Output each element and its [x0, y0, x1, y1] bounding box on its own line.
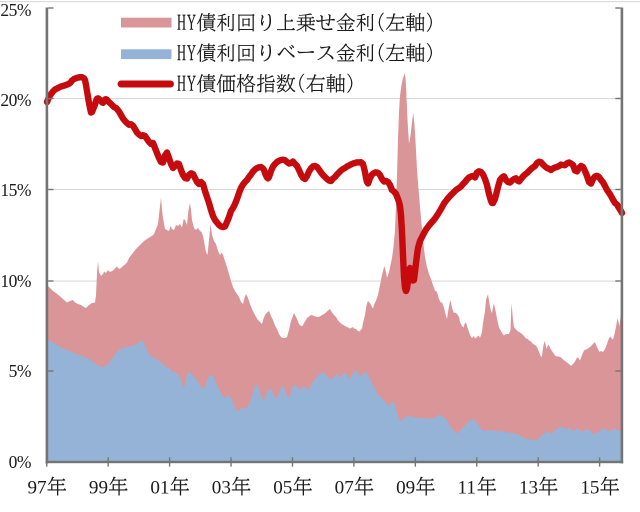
svg-text:15%: 15%: [0, 180, 31, 200]
svg-text:99: 99: [89, 478, 108, 499]
svg-text:03: 03: [212, 478, 231, 499]
svg-text:15: 15: [580, 478, 599, 499]
svg-text:05: 05: [273, 478, 292, 499]
svg-text:13: 13: [519, 478, 538, 499]
svg-text:09: 09: [396, 478, 415, 499]
svg-text:20%: 20%: [0, 90, 31, 110]
svg-text:01: 01: [150, 478, 169, 499]
svg-text:0%: 0%: [9, 452, 31, 472]
svg-text:10%: 10%: [0, 271, 31, 291]
svg-text:07: 07: [335, 478, 354, 499]
svg-text:5%: 5%: [9, 361, 31, 381]
svg-text:25%: 25%: [0, 0, 31, 20]
svg-text:97: 97: [28, 478, 47, 499]
svg-text:11: 11: [458, 478, 476, 499]
